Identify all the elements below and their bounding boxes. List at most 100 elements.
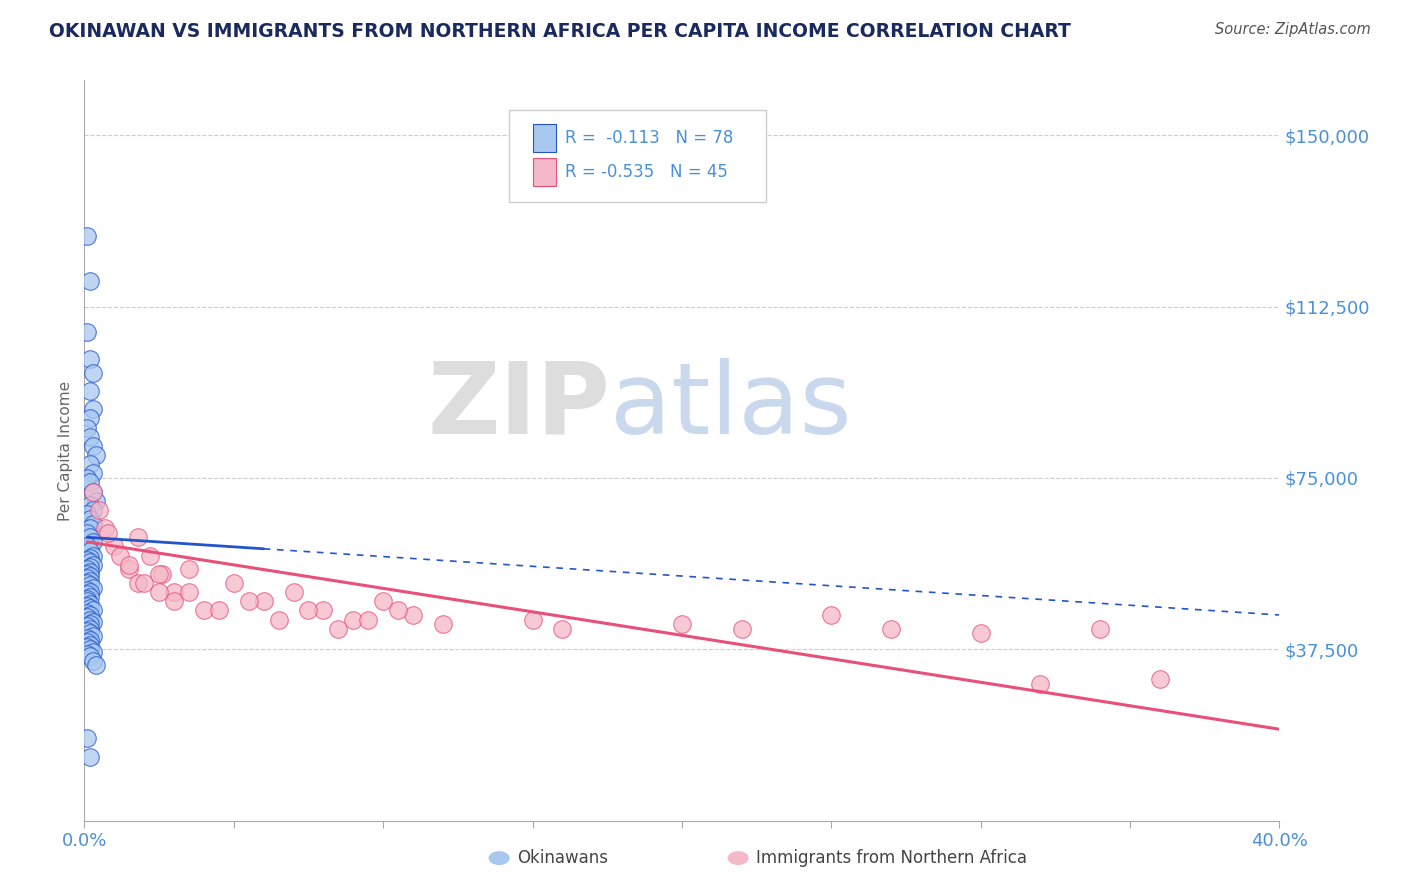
Point xyxy=(76,647,98,661)
Point xyxy=(76,228,98,243)
Point xyxy=(222,576,245,591)
Point xyxy=(267,613,290,627)
Point xyxy=(86,448,108,462)
Point xyxy=(76,582,98,597)
Point xyxy=(148,566,170,581)
Point xyxy=(79,601,101,615)
Text: OKINAWAN VS IMMIGRANTS FROM NORTHERN AFRICA PER CAPITA INCOME CORRELATION CHART: OKINAWAN VS IMMIGRANTS FROM NORTHERN AFR… xyxy=(49,22,1071,41)
Point xyxy=(342,613,364,627)
Text: Immigrants from Northern Africa: Immigrants from Northern Africa xyxy=(756,849,1028,867)
Point xyxy=(163,585,186,599)
FancyBboxPatch shape xyxy=(509,110,766,202)
Point xyxy=(79,649,101,664)
Point xyxy=(312,603,335,617)
Point xyxy=(76,635,98,649)
Point xyxy=(150,566,173,581)
Point xyxy=(76,610,98,624)
Point xyxy=(139,549,162,563)
Point xyxy=(76,576,98,591)
Point xyxy=(82,644,104,658)
Point xyxy=(89,503,111,517)
Point xyxy=(76,508,98,522)
Point xyxy=(522,613,544,627)
Point xyxy=(82,603,104,617)
Point xyxy=(79,512,101,526)
Point xyxy=(82,516,104,531)
Point xyxy=(76,631,98,645)
Point xyxy=(387,603,409,617)
Point xyxy=(432,617,454,632)
Point xyxy=(76,587,98,601)
Point xyxy=(76,624,98,638)
Point xyxy=(79,633,101,648)
Point xyxy=(79,578,101,592)
Point xyxy=(79,475,101,490)
Point xyxy=(118,558,141,572)
Point xyxy=(79,617,101,632)
Point xyxy=(79,457,101,471)
Point xyxy=(79,590,101,604)
Point xyxy=(253,594,276,608)
Point xyxy=(82,467,104,481)
Point xyxy=(82,439,104,453)
Point xyxy=(820,607,842,622)
Text: Okinawans: Okinawans xyxy=(517,849,609,867)
Point xyxy=(373,594,395,608)
Point xyxy=(79,384,101,398)
Point xyxy=(86,658,108,673)
Point xyxy=(82,366,104,380)
Point xyxy=(76,471,98,485)
Point xyxy=(82,402,104,417)
Point xyxy=(79,613,101,627)
Point xyxy=(880,622,903,636)
Point xyxy=(79,550,101,565)
Point xyxy=(82,503,104,517)
Point xyxy=(76,566,98,581)
Point xyxy=(79,622,101,636)
Point xyxy=(76,571,98,585)
Point xyxy=(148,585,170,599)
Y-axis label: Per Capita Income: Per Capita Income xyxy=(58,380,73,521)
Point xyxy=(79,530,101,544)
Point xyxy=(76,592,98,607)
Point xyxy=(79,574,101,588)
Point xyxy=(79,638,101,652)
Bar xyxy=(533,124,557,153)
Point xyxy=(82,581,104,595)
Point xyxy=(208,603,231,617)
Point xyxy=(97,525,120,540)
Point xyxy=(79,642,101,657)
Text: R = -0.535   N = 45: R = -0.535 N = 45 xyxy=(565,163,728,181)
Point xyxy=(76,420,98,434)
Point xyxy=(79,626,101,640)
Point xyxy=(86,493,108,508)
Point xyxy=(76,599,98,613)
Point xyxy=(76,640,98,654)
Point xyxy=(79,565,101,579)
Point xyxy=(79,521,101,535)
Point xyxy=(76,553,98,567)
Point xyxy=(177,585,200,599)
Point xyxy=(76,731,98,746)
Point xyxy=(82,628,104,642)
Point xyxy=(82,654,104,668)
Point xyxy=(127,576,149,591)
Point xyxy=(82,484,104,499)
Point xyxy=(103,540,125,554)
Point xyxy=(402,607,425,622)
Point xyxy=(177,562,200,576)
Point xyxy=(82,558,104,572)
Point xyxy=(79,597,101,611)
Point xyxy=(79,274,101,288)
Point xyxy=(76,619,98,633)
Point xyxy=(79,569,101,583)
Point xyxy=(118,562,141,576)
Point xyxy=(1090,622,1112,636)
Point xyxy=(163,594,186,608)
Point xyxy=(970,626,993,640)
Point xyxy=(110,549,132,563)
Point xyxy=(76,540,98,554)
Point xyxy=(79,544,101,558)
Point xyxy=(79,411,101,425)
Point xyxy=(76,594,98,608)
